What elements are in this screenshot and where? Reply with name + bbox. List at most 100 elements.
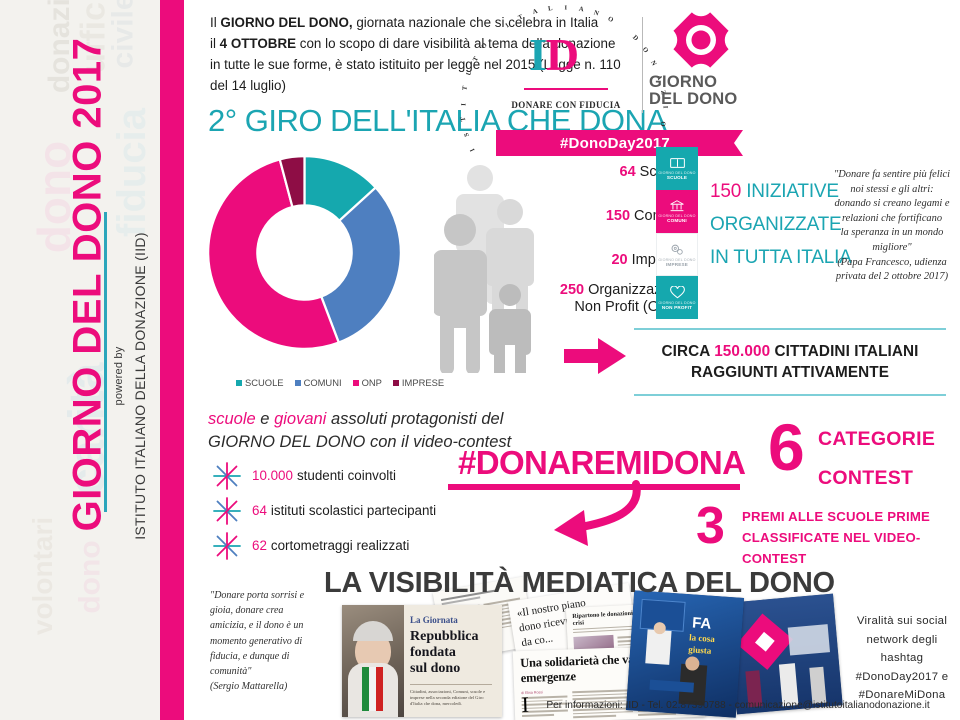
gdd-line2: DEL DONO: [649, 90, 738, 108]
bullet-3-label: cortometraggi realizzati: [270, 538, 410, 553]
legend-swatch: [352, 379, 359, 386]
iid-ring-char: O: [606, 15, 615, 25]
stat-imprese-value: 20: [611, 251, 628, 268]
badge-imprese: GIORNO DEL DONO IMPRESE: [656, 233, 698, 276]
bullet-1-number: 10.000: [252, 468, 293, 483]
iniziative-word: INIZIATIVE: [746, 181, 839, 202]
legend-item-imprese: IMPRESE: [392, 377, 444, 388]
legend-label: ONP: [361, 377, 382, 388]
iniziative-line3: IN TUTTA ITALIA: [710, 247, 852, 268]
iniziative-number: 150: [710, 181, 742, 202]
list-item: 62 cortometraggi realizzati: [212, 528, 522, 563]
badge-scuole: GIORNO DEL DONO SCUOLE: [656, 147, 698, 190]
papa-l5: la speranza in un mondo: [840, 227, 944, 239]
pink-arrow-icon: [564, 338, 626, 374]
stat-onp-label2: Non Profit (ONP): [574, 299, 684, 315]
bullet-2-label: istituti scolastici partecipanti: [270, 503, 437, 518]
papa-l6: migliore": [872, 241, 912, 253]
hashtag-underline: [448, 484, 740, 490]
stat-onp-value: 250: [559, 282, 585, 298]
intro-line2-c: con lo scopo di dare visibilità al tema …: [296, 36, 616, 51]
papa-l4: relazioni che fortificano: [841, 212, 943, 224]
book-icon: [669, 158, 685, 168]
intro-paragraph: Il GIORNO DEL DONO, giornata nazionale c…: [210, 12, 685, 96]
asterisk-star-icon: [213, 461, 241, 490]
badge-scuole-top: GIORNO DEL DONO: [658, 171, 696, 175]
intro-line3: in tutte le sue forme, è stato istituito…: [210, 57, 621, 72]
scuole-line2: GIORNO DEL DONO con il video-contest: [208, 433, 512, 451]
iid-letter-d: D: [545, 29, 579, 80]
scuole-heading: scuole e giovani assoluti protagonisti d…: [208, 408, 538, 454]
divider-below-circa: [634, 394, 946, 396]
matt-l3: amicizia, e il dono è un: [210, 620, 304, 632]
scuole-rest: assoluti protagonisti del: [326, 410, 504, 428]
curved-arrow-icon: [554, 480, 641, 546]
footer-contact: Per informazioni: IID - Tel. 02.87390788…: [546, 700, 930, 711]
stat-row-onp: 250 Organizzazioni Non Profit (ONP): [484, 282, 684, 326]
badge-nonprofit-label: NON PROFIT: [661, 304, 693, 310]
legend-item-scuole: SCUOLE: [236, 377, 284, 388]
diamond-rosette-icon: [667, 6, 735, 74]
circa-line2: RAGGIUNTI ATTIVAMENTE: [690, 364, 890, 381]
heart-icon: [669, 285, 685, 298]
legend-swatch: [294, 379, 301, 386]
divider-above-circa: [634, 328, 946, 330]
legend-swatch: [236, 379, 242, 386]
badge-non-profit: GIORNO DEL DONO NON PROFIT: [656, 276, 698, 319]
stat-comuni-value: 150: [605, 207, 631, 224]
iid-ring-char: D: [631, 33, 640, 43]
stat-row-comuni: 150Comuni: [484, 194, 684, 238]
iid-ring-char: I: [469, 146, 477, 153]
papa-l1: "Donare fa sentire più felici: [833, 169, 951, 180]
circa-pre: CIRCA: [661, 343, 715, 360]
intro-line1-c: giornata nazionale che si celebra in Ita…: [352, 15, 599, 30]
papa-l7: (Papa Francesco, udienza: [837, 256, 947, 268]
sidebar-powered-by: powered by: [113, 346, 125, 406]
scuole-word1: scuole: [208, 410, 256, 428]
circa-block: CIRCA 150.000 CITTADINI ITALIANI RAGGIUN…: [630, 341, 950, 383]
gdd-wordmark: GIORNO DEL DONO: [649, 74, 753, 108]
donut-chart: SCUOLE COMUNI ONP IMPRESE: [202, 150, 444, 400]
badge-comuni-label: COMUNI: [667, 218, 687, 223]
legend-label: SCUOLE: [245, 377, 284, 388]
contest-cat-line1: CATEGORIE: [818, 428, 936, 450]
circa-number: 150.000: [714, 343, 771, 360]
donut-slice-onp: [207, 157, 341, 350]
legend-item-comuni: COMUNI: [294, 377, 342, 388]
matt-l6: comunità": [210, 666, 252, 678]
iid-ring-char: I: [564, 4, 568, 12]
donut-svg: [207, 155, 402, 350]
badge-imprese-label: IMPRESE: [665, 261, 689, 267]
bullet-2-number: 64: [252, 503, 267, 518]
papa-l8: privata del 2 ottobre 2017): [835, 271, 949, 283]
viral-social-text: Viralità sui social network degli hashta…: [844, 612, 960, 705]
iid-ring-char: A: [578, 5, 585, 14]
contest-premi-label: PREMI ALLE SCUOLE PRIME CLASSIFICATE NEL…: [742, 506, 960, 569]
list-item: 64 istituti scolastici partecipanti: [212, 493, 522, 528]
quote-mattarella: "Donare porta sorrisi e gioia, donare cr…: [210, 588, 328, 694]
legend-label: COMUNI: [303, 377, 342, 388]
matt-l4: momento generativo di: [210, 635, 303, 647]
gdd-line1: GIORNO: [649, 73, 718, 91]
intro-line2-a: il: [210, 36, 220, 51]
intro-line2-bold: 4 OTTOBRE: [219, 36, 297, 51]
intro-line1-a: Il: [210, 15, 221, 30]
matt-l7: (Sergio Mattarella): [210, 681, 288, 693]
asterisk-star-icon: [213, 496, 241, 525]
bullet-3-number: 62: [252, 538, 267, 553]
papa-l2: noi stessi e gli altri:: [850, 183, 934, 195]
tv-caption-3: giusta: [687, 644, 712, 656]
badge-scuole-label: SCUOLE: [666, 175, 688, 180]
badge-imprese-top: GIORNO DEL DONO: [658, 257, 696, 262]
chart-legend: SCUOLE COMUNI ONP IMPRESE: [236, 377, 446, 388]
clipping-repubblica: La Giornata Repubblica fondata sul dono …: [342, 605, 502, 717]
sidebar-divider: [104, 212, 107, 512]
photo-tv-interview: FA la cosa giusta: [625, 590, 745, 718]
tv-caption-1: FA: [691, 614, 712, 633]
sidebar-pink-bar: [160, 0, 184, 720]
viral-l3: hashtag: [880, 652, 924, 665]
iid-ring-char: N: [592, 9, 600, 18]
building-icon: [670, 200, 684, 212]
iid-tagline: DONARE CON FIDUCIA: [511, 100, 621, 110]
intro-line4: del 14 luglio): [210, 78, 286, 93]
